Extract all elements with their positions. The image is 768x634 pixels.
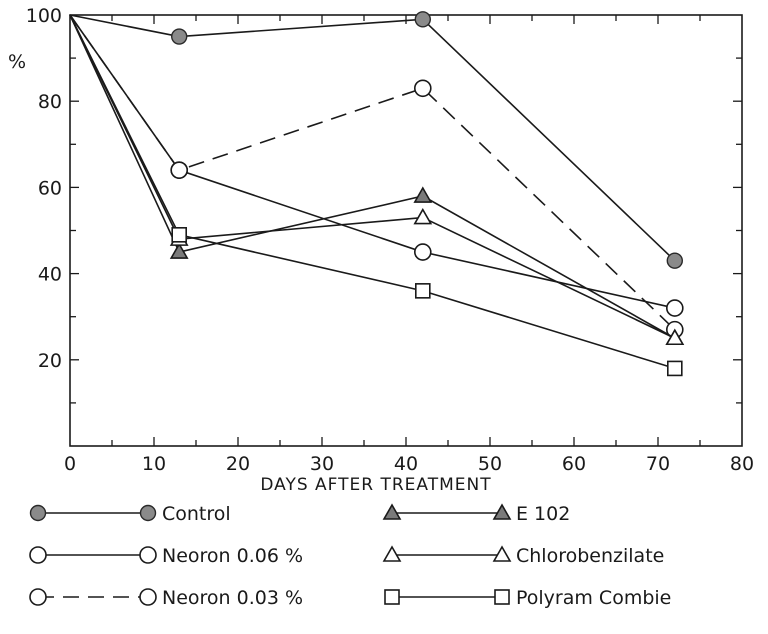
series-line <box>69 14 676 331</box>
legend-item: Polyram Combie <box>384 587 671 609</box>
data-point <box>414 11 431 28</box>
legend-marker <box>139 546 157 564</box>
legend-marker <box>29 588 47 606</box>
legend-label: E 102 <box>516 503 570 525</box>
series-1 <box>69 14 684 317</box>
data-point <box>413 186 433 203</box>
x-tick-label: 40 <box>394 453 418 475</box>
data-point <box>665 328 685 346</box>
legend-item: Chlorobenzilate <box>382 545 664 567</box>
x-axis-title: DAYS AFTER TREATMENT <box>260 475 491 495</box>
series-3 <box>69 14 685 346</box>
x-tick-label: 30 <box>310 453 334 475</box>
x-tick-label: 50 <box>478 453 502 475</box>
series-line <box>69 14 676 262</box>
y-axis-unit-label: % <box>8 51 26 73</box>
data-point <box>170 28 188 45</box>
series-line <box>69 14 676 339</box>
y-tick-label: 80 <box>38 91 62 113</box>
axes-layer: 0 10 20 30 40 50 60 70 80 20 40 60 80 100% DAYS AFTER … <box>8 5 754 495</box>
x-tick-label: 0 <box>64 453 76 475</box>
legend-label: Neoron 0.03 % <box>162 587 303 609</box>
legend-marker <box>384 589 400 605</box>
plot-frame <box>69 14 743 447</box>
legend-item: E 102 <box>382 503 570 525</box>
series-line <box>69 14 676 370</box>
series-layer <box>69 11 685 377</box>
data-point <box>413 79 432 98</box>
data-point <box>413 243 432 261</box>
y-tick-label: 20 <box>38 350 62 372</box>
legend-marker <box>494 589 510 605</box>
legend-item: Neoron 0.03 % <box>29 587 303 609</box>
series-5 <box>69 14 683 377</box>
legend-marker <box>29 504 47 522</box>
y-tick-label: 40 <box>38 264 62 286</box>
data-point <box>413 207 433 225</box>
plot-frame-layer <box>69 14 743 447</box>
series-0 <box>69 11 683 269</box>
y-tick-label: 100 <box>26 5 62 27</box>
legend-label: Chlorobenzilate <box>516 545 664 567</box>
legend-item: Neoron 0.06 % <box>29 545 303 567</box>
legend-marker <box>139 504 157 522</box>
x-tick-label: 70 <box>646 453 670 475</box>
legend: Control Neoron 0.06 % Neoron 0.03 % E 102 Ch… <box>29 503 671 609</box>
series-line <box>69 14 675 309</box>
legend-item: Control <box>29 503 231 525</box>
legend-marker <box>492 503 512 520</box>
legend-marker <box>382 503 402 520</box>
legend-label: Neoron 0.06 % <box>162 545 303 567</box>
legend-marker <box>492 545 512 562</box>
data-point <box>171 227 187 243</box>
data-point <box>169 242 189 259</box>
legend-marker <box>29 546 47 564</box>
data-point <box>170 161 188 179</box>
legend-marker <box>139 588 157 606</box>
data-point <box>666 252 683 269</box>
data-point <box>665 299 684 317</box>
data-point <box>414 283 431 299</box>
x-tick-label: 60 <box>562 453 586 475</box>
series-line <box>69 14 676 339</box>
x-tick-label: 80 <box>730 453 754 475</box>
y-tick-label: 60 <box>38 177 62 199</box>
x-tick-label: 10 <box>142 453 166 475</box>
data-point <box>666 360 683 377</box>
legend-label: Polyram Combie <box>516 587 671 609</box>
legend-marker <box>382 545 402 562</box>
legend-label: Control <box>162 503 231 525</box>
x-tick-label: 20 <box>226 453 250 475</box>
